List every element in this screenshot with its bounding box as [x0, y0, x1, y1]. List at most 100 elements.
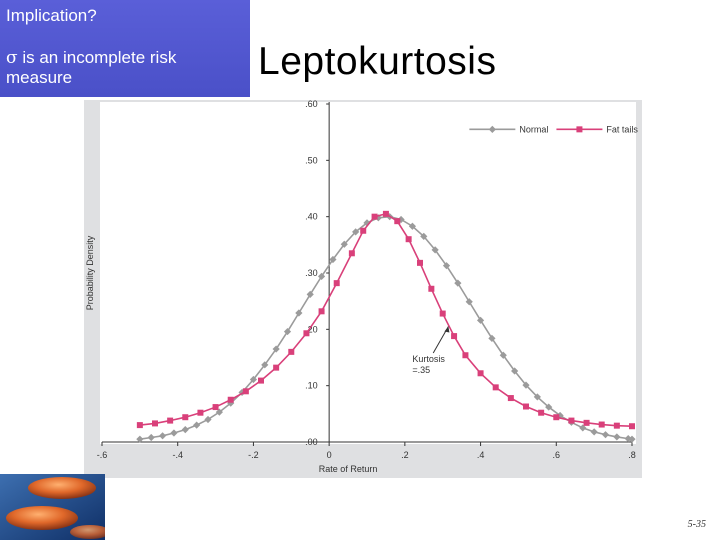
normal-point [374, 214, 382, 222]
normal-point [306, 290, 314, 299]
fat-tails-point [553, 414, 560, 421]
normal-point [601, 431, 610, 439]
fat-tails-point [405, 236, 412, 243]
annotation-kurtosis-line2: =.35 [412, 365, 430, 375]
annotation-kurtosis-line1: Kurtosis [412, 354, 445, 364]
legend-marker-normal [488, 125, 496, 133]
y-tick-label: .50 [305, 155, 318, 165]
legend-label: Fat tails [606, 124, 638, 134]
normal-point [628, 435, 636, 443]
callout-statement: σ is an incomplete risk measure [6, 48, 244, 87]
x-tick-label: .4 [477, 450, 485, 460]
normal-point [249, 375, 258, 384]
fat-tails-point [152, 420, 158, 427]
normal-point [579, 424, 587, 432]
normal-point [170, 429, 178, 437]
normal-point [136, 435, 144, 443]
fat-tails-point [288, 348, 295, 355]
normal-point [181, 426, 189, 434]
fat-tails-point [360, 227, 367, 234]
normal-point [499, 351, 507, 359]
fat-tails-point [439, 310, 446, 317]
fat-tails-point [212, 404, 219, 411]
series-layer [136, 210, 636, 443]
fat-tails-point [613, 422, 620, 429]
fat-tails-point [538, 409, 545, 416]
annotation-arrowhead [444, 326, 450, 333]
y-tick-label: .00 [305, 437, 318, 447]
x-tick-label: .6 [553, 450, 561, 460]
x-tick-label: .2 [401, 450, 409, 460]
axes: -.6 -.4 -.2 0 .2 .4 .6 .8 .00 .10 .20 .30 .40 .50 .60 R… [85, 100, 636, 474]
legend-label: Normal [519, 124, 548, 134]
sigma-symbol: σ [6, 48, 18, 68]
fat-tails-point [227, 396, 234, 403]
normal-point [533, 393, 541, 401]
fat-tails-point [583, 419, 590, 426]
fat-tails-point [333, 280, 340, 287]
callout-statement-text: is an incomplete risk measure [6, 48, 177, 87]
fat-tails-point [394, 218, 401, 225]
x-tick-label: -.4 [172, 450, 183, 460]
fat-tails-point [462, 352, 469, 359]
normal-point [204, 415, 212, 424]
y-tick-label: .40 [305, 212, 318, 222]
fat-tails-point [492, 384, 499, 391]
fat-tails-point [523, 403, 529, 410]
fat-tails-point [348, 250, 355, 257]
fat-tails-point [197, 409, 204, 416]
normal-point [431, 246, 439, 254]
normal-point [215, 408, 223, 416]
annotation-layer: Kurtosis=.35 [412, 326, 450, 375]
fat-tails-point [428, 285, 435, 292]
fat-tails-point [303, 330, 310, 337]
normal-point [193, 421, 201, 429]
x-axis-title: Rate of Return [319, 464, 378, 474]
normal-point [397, 215, 405, 224]
x-tick-label: -.2 [248, 450, 259, 460]
fat-tails-point [242, 388, 249, 395]
normal-point [522, 381, 530, 389]
normal-point [488, 334, 496, 342]
callout-question: Implication? [6, 6, 97, 25]
page-number: 5-35 [687, 519, 706, 530]
normal-point [408, 222, 417, 230]
normal-point [340, 240, 348, 248]
fat-tails-point [318, 308, 325, 315]
fat-tails-point [568, 417, 575, 424]
y-tick-label: .60 [305, 100, 318, 109]
x-tick-label: -.6 [97, 450, 108, 460]
fat-tails-point [382, 210, 389, 217]
fat-tails-point [417, 259, 423, 266]
normal-point [613, 433, 621, 441]
fat-tails-point [451, 333, 458, 340]
normal-point [317, 272, 326, 280]
fat-tails-point [182, 414, 189, 421]
fat-tails-point [136, 422, 143, 429]
leptokurtosis-chart: -.6 -.4 -.2 0 .2 .4 .6 .8 .00 .10 .20 .30 .40 .50 .60 R… [85, 100, 638, 474]
normal-point [545, 403, 553, 411]
stones-image [0, 474, 105, 540]
normal-point [511, 367, 519, 375]
normal-point [238, 388, 246, 397]
plot-area [100, 102, 636, 444]
slide-title: Leptokurtosis [258, 40, 497, 83]
normal-point [283, 327, 292, 336]
fat-tails-point [273, 364, 280, 371]
fat-tails-point [629, 423, 635, 430]
legend: Normal Fat tails [469, 124, 638, 134]
normal-point [147, 433, 155, 442]
fat-tails-point [258, 377, 264, 384]
fat-tails-point [507, 395, 514, 402]
y-tick-label: .10 [305, 381, 318, 391]
fat-tails-point [167, 417, 174, 424]
y-tick-label: .30 [305, 268, 318, 278]
fat-tails-point [598, 421, 605, 428]
normal-point [590, 428, 598, 436]
callout-box: Implication? σ is an incomplete risk mea… [0, 0, 250, 97]
normal-point [442, 262, 451, 270]
x-tick-label: .8 [628, 450, 636, 460]
fat-tails-point [371, 213, 378, 220]
normal-point [556, 411, 564, 420]
x-tick-label: 0 [327, 450, 332, 460]
